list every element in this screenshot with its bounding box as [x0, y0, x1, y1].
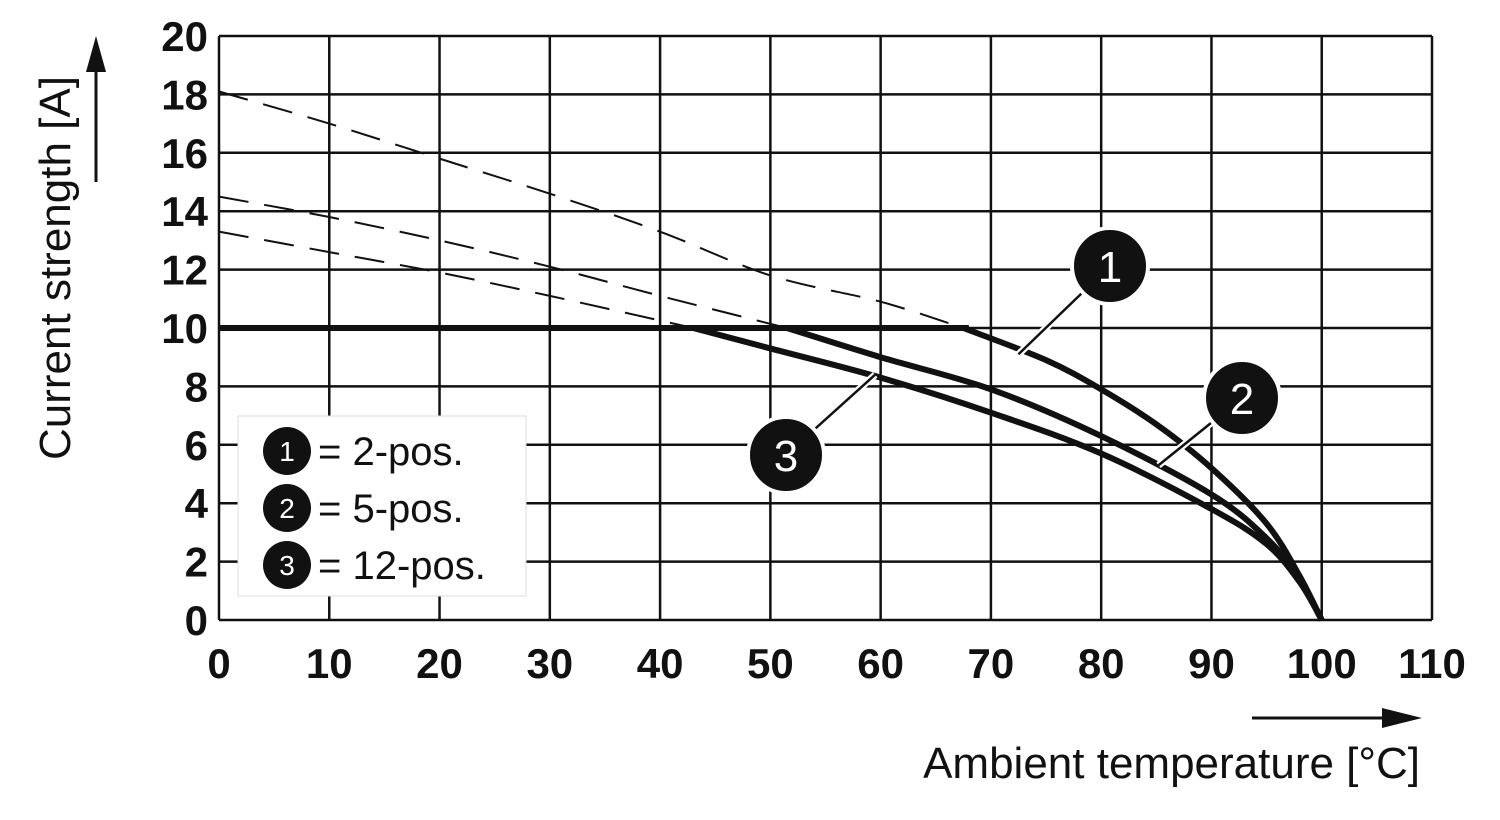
x-tick-label: 30: [526, 640, 573, 687]
legend-marker-number: 1: [279, 436, 295, 467]
legend-entry: 3 = 12-pos.: [263, 541, 486, 589]
series-3-curve: [692, 325, 1325, 622]
y-axis-arrow: [86, 36, 106, 182]
tick-labels: 0 10 20 30 40 50 60 70 80 90 100 110024681012141618…: [161, 13, 1466, 687]
x-tick-label: 110: [1398, 640, 1466, 687]
x-tick-label: 80: [1078, 640, 1125, 687]
x-tick-label: 0: [207, 640, 230, 687]
callout-number: 1: [1098, 243, 1122, 292]
legend-label: = 2-pos.: [318, 430, 464, 474]
legend-entry: 1 = 2-pos.: [263, 427, 464, 475]
y-tick-label: 20: [161, 13, 208, 60]
y-tick-label: 2: [185, 539, 208, 586]
legend-marker-number: 2: [279, 493, 295, 524]
y-tick-label: 14: [161, 188, 208, 235]
y-tick-label: 6: [185, 422, 208, 469]
legend-marker: [263, 427, 311, 475]
x-axis-arrow: [1252, 708, 1422, 728]
x-tick-label: 70: [968, 640, 1015, 687]
x-tick-label: 50: [747, 640, 794, 687]
y-tick-label: 16: [161, 130, 208, 177]
callout-1: 1: [1016, 226, 1150, 357]
y-tick-label: 12: [161, 247, 208, 294]
legend-entry: 2 = 5-pos.: [263, 484, 464, 532]
callout-marker: [1202, 358, 1282, 438]
dashed-extrapolation-lines: [218, 90, 964, 329]
legend-marker: [263, 484, 311, 532]
x-axis-label: Ambient temperature [°C]: [923, 739, 1420, 788]
callout-2: 2: [1156, 358, 1282, 468]
x-tick-label: 90: [1188, 640, 1235, 687]
y-tick-label: 0: [185, 597, 208, 644]
callout-number: 3: [774, 432, 798, 481]
legend-label: = 5-pos.: [318, 487, 464, 531]
y-axis-label: Current strength [A]: [31, 76, 80, 460]
x-tick-label: 40: [637, 640, 684, 687]
y-tick-label: 4: [185, 480, 209, 527]
legend-marker: [263, 541, 311, 589]
legend-marker-number: 3: [279, 550, 295, 581]
callout-number: 2: [1230, 375, 1254, 424]
series-2-dashed-line: [218, 195, 788, 329]
y-tick-label: 8: [185, 363, 208, 410]
x-tick-label: 10: [306, 640, 353, 687]
x-tick-label: 60: [857, 640, 904, 687]
series-1-dashed-line: [218, 90, 964, 329]
series-3-dashed-line: [218, 230, 694, 329]
derating-curves: [219, 325, 1325, 622]
x-tick-label: 20: [416, 640, 463, 687]
callout-marker: [1070, 226, 1150, 306]
callout-marker: [746, 415, 826, 495]
legend-label: = 12-pos.: [318, 544, 486, 588]
y-tick-label: 10: [161, 305, 208, 352]
callout-3: 3: [746, 372, 878, 495]
x-tick-label: 100: [1287, 640, 1357, 687]
legend: 1 = 2-pos. 2 = 5-pos. 3 = 12-pos.: [237, 415, 527, 597]
y-tick-label: 18: [161, 71, 208, 118]
series-callouts: 1 2 3: [746, 226, 1282, 495]
